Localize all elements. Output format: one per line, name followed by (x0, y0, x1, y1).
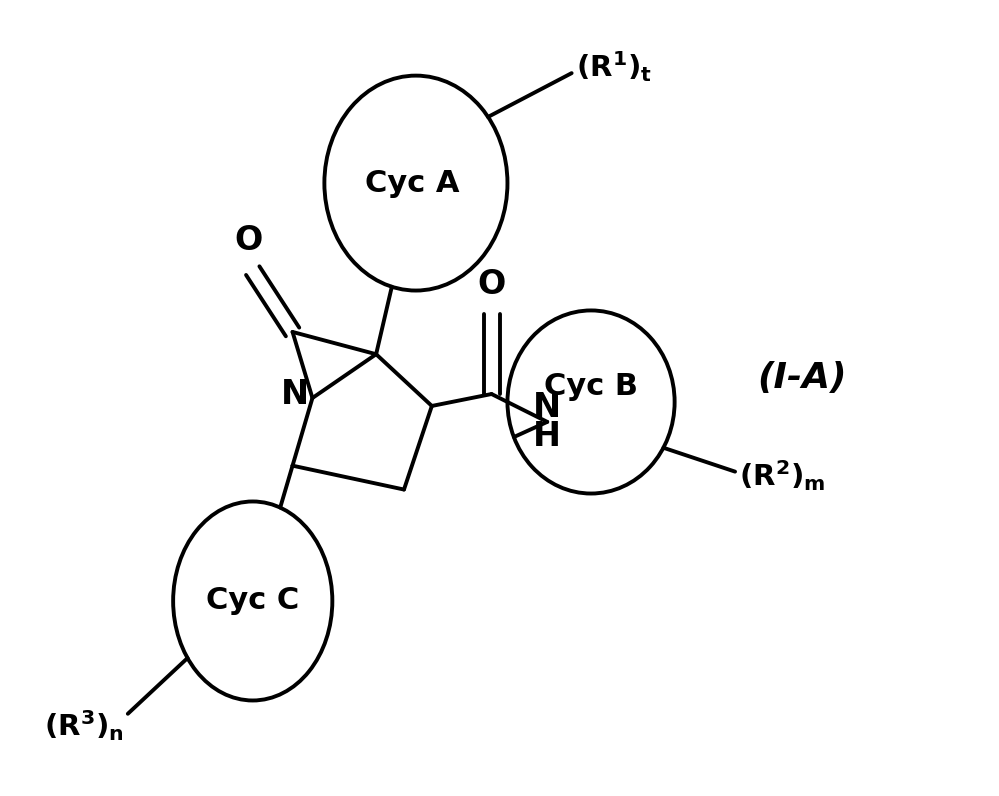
Text: O: O (235, 224, 263, 257)
Text: Cyc B: Cyc B (544, 372, 638, 400)
Text: $\mathbf{(R^1)_t}$: $\mathbf{(R^1)_t}$ (575, 49, 651, 84)
Text: H: H (533, 419, 561, 453)
Text: N: N (281, 377, 309, 411)
Text: Cyc A: Cyc A (365, 169, 460, 197)
Text: (I-A): (I-A) (757, 361, 847, 395)
Text: $\mathbf{(R^3)_n}$: $\mathbf{(R^3)_n}$ (44, 708, 124, 743)
Text: $\mathbf{(R^2)_m}$: $\mathbf{(R^2)_m}$ (739, 458, 825, 493)
Text: N: N (533, 391, 561, 424)
Text: Cyc C: Cyc C (206, 587, 300, 615)
Text: O: O (478, 267, 505, 301)
